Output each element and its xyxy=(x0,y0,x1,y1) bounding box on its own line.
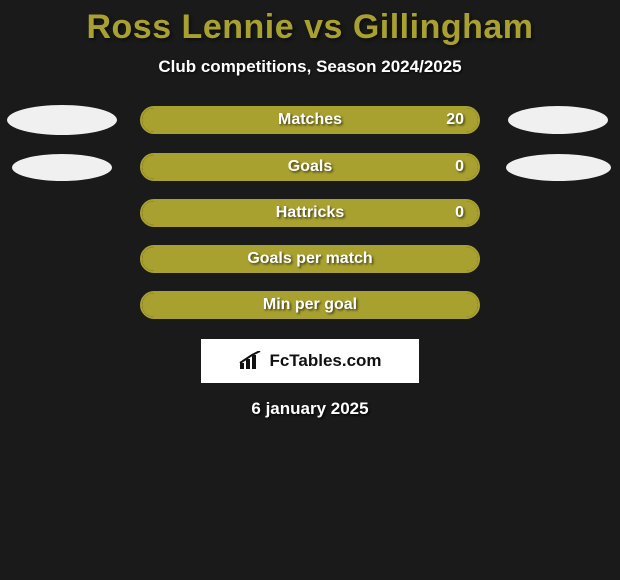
stat-row: Goals per match xyxy=(0,245,620,273)
stat-bar-goals-per-match: Goals per match xyxy=(140,245,480,273)
bar-label: Goals per match xyxy=(247,250,372,268)
bar-value: 0 xyxy=(455,158,464,176)
stat-row: Hattricks 0 xyxy=(0,199,620,227)
bar-label: Hattricks xyxy=(276,204,344,222)
bar-label: Matches xyxy=(278,111,342,129)
stat-rows: Matches 20 Goals 0 Hattr xyxy=(0,105,620,319)
stat-row: Matches 20 xyxy=(0,105,620,135)
right-side xyxy=(498,154,618,181)
left-ellipse-icon xyxy=(12,154,112,181)
stat-row: Goals 0 xyxy=(0,153,620,181)
page-title: Ross Lennie vs Gillingham xyxy=(0,0,620,47)
stats-card: Ross Lennie vs Gillingham Club competiti… xyxy=(0,0,620,580)
bar-value: 20 xyxy=(446,111,464,129)
stat-bar-hattricks: Hattricks 0 xyxy=(140,199,480,227)
attribution-text: FcTables.com xyxy=(269,351,381,371)
chart-logo-icon xyxy=(238,351,264,371)
left-side xyxy=(2,105,122,135)
left-side xyxy=(2,154,122,181)
stat-bar-matches: Matches 20 xyxy=(140,106,480,134)
bar-value: 0 xyxy=(455,204,464,222)
attribution-box: FcTables.com xyxy=(201,339,419,383)
subtitle: Club competitions, Season 2024/2025 xyxy=(0,57,620,77)
right-ellipse-icon xyxy=(508,106,608,134)
right-ellipse-icon xyxy=(506,154,611,181)
date: 6 january 2025 xyxy=(0,399,620,419)
bar-label: Min per goal xyxy=(263,296,357,314)
bar-label: Goals xyxy=(288,158,332,176)
right-side xyxy=(498,106,618,134)
left-ellipse-icon xyxy=(7,105,117,135)
stat-bar-goals: Goals 0 xyxy=(140,153,480,181)
stat-row: Min per goal xyxy=(0,291,620,319)
stat-bar-min-per-goal: Min per goal xyxy=(140,291,480,319)
